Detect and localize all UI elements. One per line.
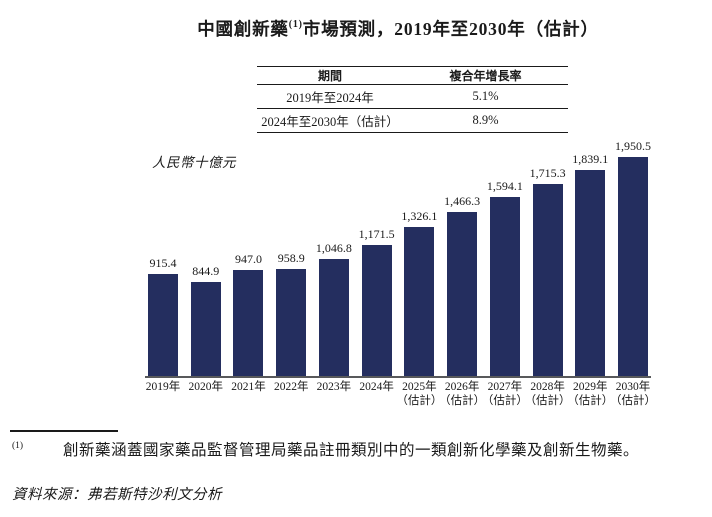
cagr-table-row-2019-2024: 2019年至2024年 5.1% xyxy=(257,85,568,109)
x-axis-label-2029年: 2029年 （估計） xyxy=(567,381,614,407)
x-axis-labels: 2019年 2020年 2021年 2022年 2023年 2024年 2025年 （估計） 2… xyxy=(0,381,712,411)
bar-value-label: 1,046.8 xyxy=(315,241,352,255)
bar-2027年: 1,594.1 xyxy=(487,179,523,377)
source-note: 資料來源：弗若斯特沙利文分析 xyxy=(12,487,222,503)
table-header-cagr: 複合年增長率 xyxy=(449,69,522,83)
table-cell-cagr-1: 5.1% xyxy=(472,89,499,103)
x-axis-label-2020年: 2020年 xyxy=(188,381,223,393)
bar-2024年: 1,171.5 xyxy=(359,227,395,377)
bar-2022年: 958.9 xyxy=(276,251,307,377)
x-axis-label-2025年: 2025年 （估計） xyxy=(396,381,443,407)
bar-2030年: 1,950.5 xyxy=(615,139,651,377)
page-title: 中國創新藥(1)市場預測，2019年至2030年（估計） xyxy=(108,16,688,41)
bar-value-label: 844.9 xyxy=(192,264,220,278)
bar-value-label: 1,715.3 xyxy=(529,166,566,180)
table-cell-cagr-2: 8.9% xyxy=(472,113,499,127)
x-axis-label-2019年: 2019年 xyxy=(145,381,181,393)
bar-value-label: 1,171.5 xyxy=(358,227,395,241)
bar-chart: 915.4 844.9 947.0 958.9 1,046.8 1,171.5 1,326.… xyxy=(0,137,712,377)
bar-value-label: 1,326.1 xyxy=(401,209,438,223)
bar-value-label: 915.4 xyxy=(149,256,177,270)
x-axis-label-2026年: 2026年 （估計） xyxy=(439,381,486,407)
bar-2019年: 915.4 xyxy=(148,256,178,377)
bar-2026年: 1,466.3 xyxy=(444,194,480,377)
bar-2028年: 1,715.3 xyxy=(530,166,566,377)
bar-2029年: 1,839.1 xyxy=(572,152,608,377)
bar-value-label: 1,466.3 xyxy=(444,194,481,208)
x-axis-label-2021年: 2021年 xyxy=(231,381,266,393)
x-axis-label-2028年: 2028年 （估計） xyxy=(524,381,571,407)
bar-2023年: 1,046.8 xyxy=(316,241,352,377)
table-header-period: 期間 xyxy=(317,69,342,83)
title-prefix: 中國創新藥 xyxy=(197,19,289,39)
x-axis-label-2023年: 2023年 xyxy=(316,381,352,393)
footnote-marker: (1) xyxy=(12,441,24,451)
footnote-text: 創新藥涵蓋國家藥品監督管理局藥品註冊類別中的一類創新化學藥及創新生物藥。 xyxy=(63,442,640,459)
bar-value-label: 1,594.1 xyxy=(486,179,523,193)
bar-value-label: 1,950.5 xyxy=(615,139,652,153)
bar-value-label: 958.9 xyxy=(277,251,305,265)
y-axis-unit-label: 人民幣十億元 xyxy=(152,155,236,170)
x-axis-label-2024年: 2024年 xyxy=(359,381,394,393)
bar-2021年: 947.0 xyxy=(233,252,264,377)
x-axis-line xyxy=(145,376,651,378)
table-cell-period-1: 2019年至2024年 xyxy=(286,91,374,105)
cagr-table: 期間 複合年增長率 2019年至2024年 5.1% 2024年至2030年（估… xyxy=(257,66,568,133)
x-axis-label-2022年: 2022年 xyxy=(273,381,309,393)
table-cell-period-2: 2024年至2030年（估計） xyxy=(261,115,399,129)
x-axis-label-2027年: 2027年 （估計） xyxy=(481,381,528,407)
bar-value-label: 947.0 xyxy=(234,252,262,266)
title-suffix: 市場預測，2019年至2030年（估計） xyxy=(302,19,599,39)
cagr-table-row-2024-2030: 2024年至2030年（估計） 8.9% xyxy=(257,109,568,133)
cagr-table-header-row: 期間 複合年增長率 xyxy=(257,67,568,85)
title-footnote-superscript: (1) xyxy=(288,19,303,31)
bar-2025年: 1,326.1 xyxy=(401,209,437,377)
bar-value-label: 1,839.1 xyxy=(572,152,609,166)
x-axis-label-2030年: 2030年 （估計） xyxy=(610,381,657,407)
bar-2020年: 844.9 xyxy=(190,264,221,377)
footnote-divider xyxy=(10,430,118,432)
